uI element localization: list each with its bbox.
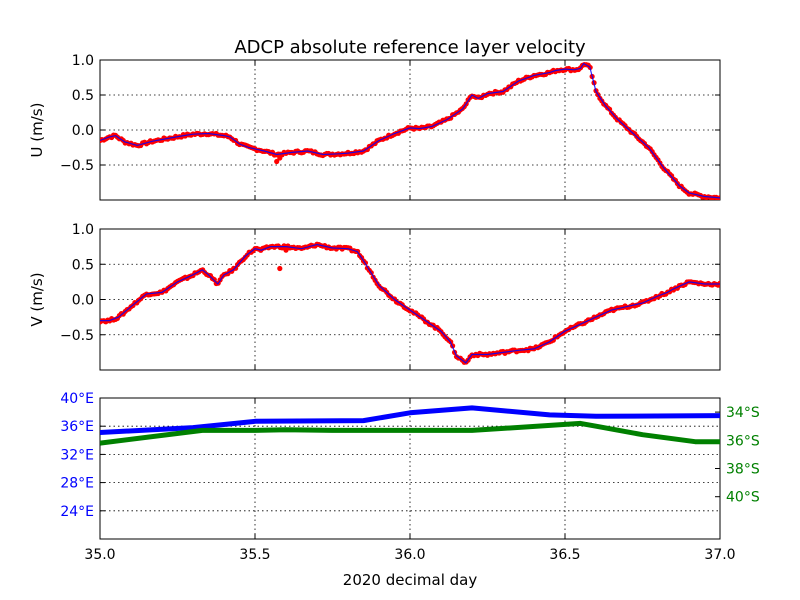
lon-tick-label: 28°E <box>60 476 94 492</box>
lon-tick-label: 36°E <box>60 419 94 435</box>
position-panel: 40°E 36°E 32°E 28°E 24°E 34°S 36°S 38°S 40°S 35.0… <box>60 391 759 563</box>
y-tick-label: 1.0 <box>72 222 94 238</box>
y-tick-label: 0.5 <box>72 257 94 273</box>
velocity-series <box>100 61 720 200</box>
y-tick-label: 1.0 <box>72 53 94 69</box>
x-tick-label: 37.0 <box>704 547 735 563</box>
y-axis-label: U (m/s) <box>28 103 46 158</box>
plot-frame <box>99 397 721 540</box>
velocity-point <box>606 106 613 112</box>
latitude-line <box>100 420 720 446</box>
lon-tick-label: 32°E <box>60 447 94 463</box>
v-velocity-panel: 1.0 0.5 0.0 −0.5 V (m/s) <box>28 222 721 371</box>
x-tick-label: 35.5 <box>239 547 270 563</box>
lat-tick-label: 38°S <box>726 462 760 478</box>
velocity-line <box>100 62 720 199</box>
y-axis-label: V (m/s) <box>28 272 46 326</box>
lat-tick-label: 40°S <box>726 490 760 506</box>
lon-tick-label: 24°E <box>60 504 94 520</box>
lat-tick-label: 34°S <box>726 405 760 421</box>
lat-tick-label: 36°S <box>726 433 760 449</box>
lon-tick-label: 40°E <box>60 391 94 407</box>
y-tick-label: 0.0 <box>72 123 94 139</box>
outlier-point <box>277 155 283 161</box>
x-tick-label: 36.5 <box>549 547 580 563</box>
chart-title: ADCP absolute reference layer velocity <box>234 37 586 58</box>
longitude-line <box>100 405 720 435</box>
outlier-point <box>283 247 289 253</box>
velocity-line <box>100 243 720 364</box>
x-tick-label: 36.0 <box>394 547 425 563</box>
y-tick-label: −0.5 <box>60 328 94 344</box>
y-tick-label: 0.0 <box>72 293 94 309</box>
velocity-point <box>717 280 720 286</box>
x-tick-label: 35.0 <box>84 547 115 563</box>
x-axis-label: 2020 decimal day <box>343 571 478 589</box>
u-velocity-panel: 1.0 0.5 0.0 −0.5 U (m/s) <box>28 53 721 201</box>
velocity-point <box>211 277 217 283</box>
y-tick-label: 0.5 <box>72 88 94 104</box>
outlier-point <box>274 158 280 165</box>
velocity-series <box>100 241 720 365</box>
y-tick-label: −0.5 <box>60 158 94 174</box>
outlier-point <box>277 265 283 272</box>
